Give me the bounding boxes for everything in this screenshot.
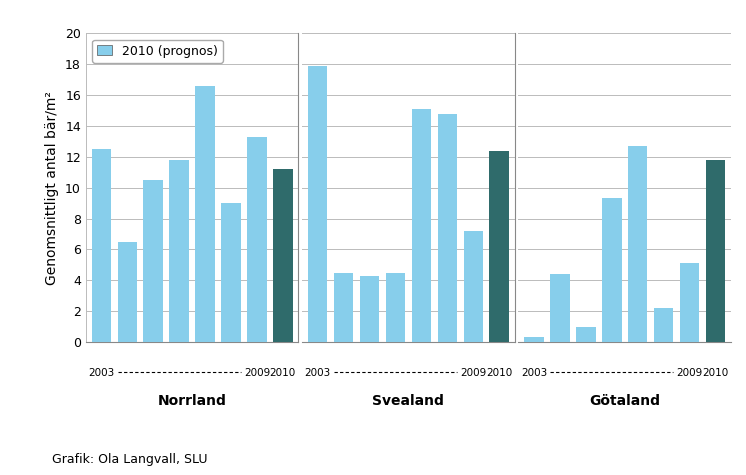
Text: 2003: 2003: [88, 368, 114, 378]
Bar: [524, 337, 544, 342]
Bar: [247, 137, 266, 342]
Bar: [602, 199, 621, 342]
Bar: [412, 109, 431, 342]
Text: 2010: 2010: [703, 368, 729, 378]
Text: Götaland: Götaland: [589, 394, 660, 408]
Bar: [169, 160, 189, 342]
Text: 2010: 2010: [270, 368, 296, 378]
Bar: [360, 276, 379, 342]
Bar: [195, 86, 215, 342]
Bar: [576, 327, 595, 342]
Bar: [92, 149, 111, 342]
Bar: [143, 180, 163, 342]
Text: 2010: 2010: [486, 368, 513, 378]
Text: Grafik: Ola Langvall, SLU: Grafik: Ola Langvall, SLU: [52, 453, 207, 465]
Bar: [118, 242, 137, 342]
Bar: [334, 273, 354, 342]
Bar: [222, 203, 241, 342]
Bar: [680, 263, 699, 342]
Bar: [489, 151, 509, 342]
Bar: [551, 274, 570, 342]
Text: Norrland: Norrland: [157, 394, 227, 408]
Text: Svealand: Svealand: [372, 394, 445, 408]
Text: 2009: 2009: [244, 368, 270, 378]
Y-axis label: Genomsnittligt antal bär/m²: Genomsnittligt antal bär/m²: [46, 91, 60, 285]
Bar: [654, 308, 674, 342]
Bar: [463, 231, 483, 342]
Bar: [273, 169, 292, 342]
Bar: [438, 114, 457, 342]
Bar: [308, 66, 327, 342]
Text: 2003: 2003: [521, 368, 547, 378]
Bar: [628, 146, 648, 342]
Bar: [386, 273, 405, 342]
Text: 2003: 2003: [304, 368, 330, 378]
Text: 2009: 2009: [677, 368, 703, 378]
Bar: [706, 160, 725, 342]
Legend: 2010 (prognos): 2010 (prognos): [92, 39, 223, 63]
Text: 2009: 2009: [460, 368, 486, 378]
